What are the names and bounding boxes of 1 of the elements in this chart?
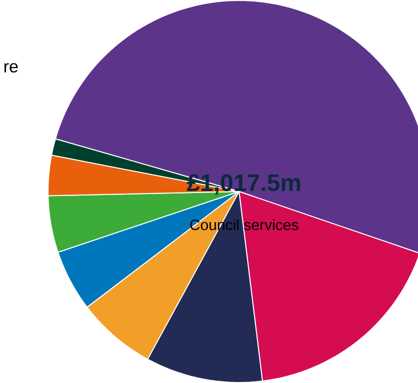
text: re [4, 63, 18, 73]
